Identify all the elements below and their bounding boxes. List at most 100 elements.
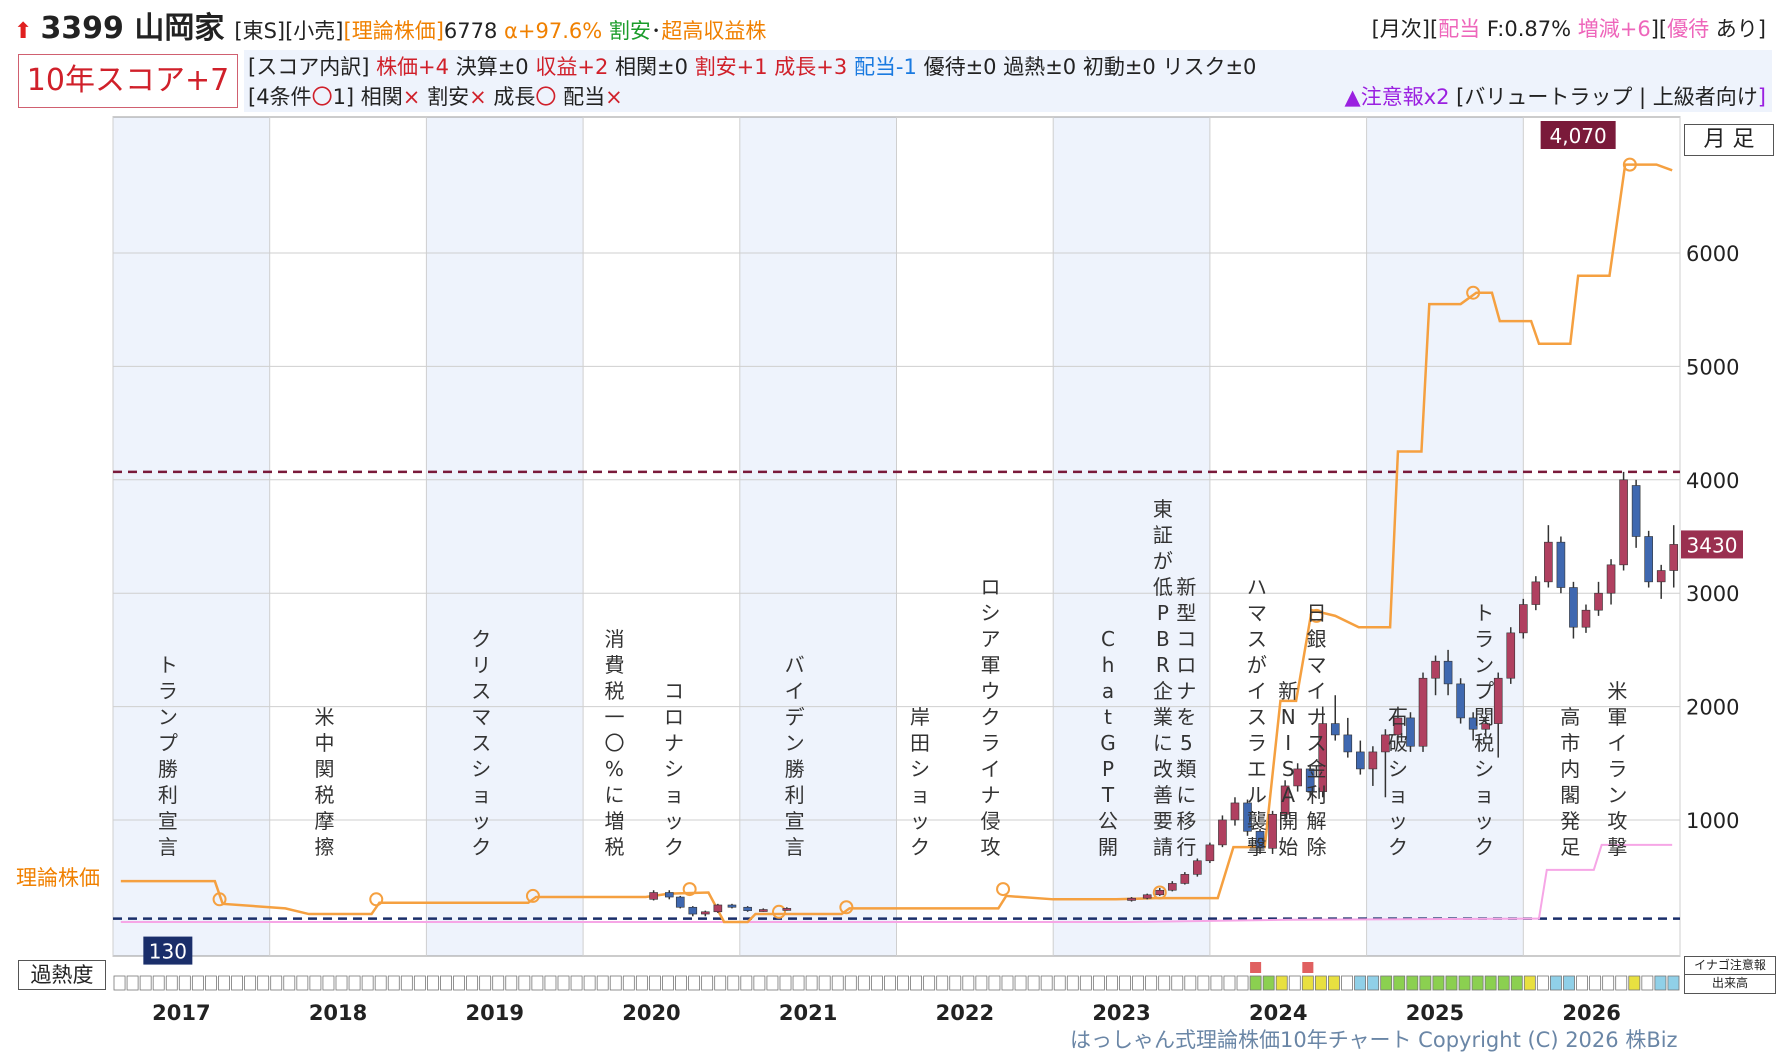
candle-body <box>1481 723 1490 730</box>
candle-body <box>1644 536 1653 583</box>
title-row: ⬆ 3399 山岡家 [東S][小売][理論株価]6778 α+97.6% 割安･超… <box>14 8 1776 50</box>
heat-cell <box>205 975 217 991</box>
heat-cell <box>557 975 570 991</box>
candle <box>1142 893 1152 900</box>
candle-body <box>1218 819 1227 846</box>
theory-marker <box>212 892 227 907</box>
heat-cell <box>1001 975 1014 991</box>
theory-marker <box>771 904 786 919</box>
candle-body <box>1230 802 1240 821</box>
candle <box>1368 746 1378 786</box>
score-breakdown: [スコア内訳] 株価+4 決算±0 収益+2 相関±0 割安+1 成長+3 配当… <box>248 52 1256 82</box>
heat-cell <box>296 975 309 991</box>
candle <box>1330 695 1340 741</box>
monthly-button[interactable]: 月 足 <box>1684 124 1774 156</box>
heat-cell <box>113 975 126 991</box>
candle-body <box>1330 723 1340 736</box>
candle <box>1393 706 1403 741</box>
candle-body <box>1127 897 1136 901</box>
event-text: ハマスがイスラエル襲撃 <box>1247 575 1267 859</box>
y-tick-label: 2000 <box>1686 696 1739 720</box>
theory-value: 6778 <box>443 19 498 43</box>
candle-body <box>1631 485 1641 537</box>
heat-cell <box>1419 975 1432 991</box>
heat-cell <box>191 975 204 991</box>
heat-cell <box>1667 975 1680 991</box>
heat-cell <box>218 975 230 991</box>
candle <box>1581 604 1591 633</box>
theory-label: [理論株価] <box>343 19 444 43</box>
heat-cell <box>805 975 818 991</box>
max-price-badge-text: 4,070 <box>1550 124 1607 148</box>
candle <box>1606 559 1616 605</box>
candle <box>713 903 723 913</box>
candle <box>1481 717 1490 735</box>
y-tick-label: 1000 <box>1686 809 1739 833</box>
candle-body <box>782 908 792 911</box>
year-band <box>739 117 897 956</box>
candle-body <box>1280 785 1290 815</box>
heat-cell <box>1184 975 1197 991</box>
inago-volume-box: イナゴ注意報 出来高 <box>1684 956 1776 994</box>
year-band <box>1053 117 1210 956</box>
heat-cell <box>675 975 687 991</box>
heat-cell <box>1341 975 1353 991</box>
heat-cell <box>779 975 792 991</box>
event-annotation: 米軍イラン攻撃 <box>1607 679 1627 859</box>
heat-cell <box>818 975 831 991</box>
candle <box>1594 581 1603 616</box>
heat-cell <box>1301 975 1314 991</box>
heat-cell <box>792 975 805 991</box>
theory-marker <box>1466 285 1481 300</box>
heat-cell <box>1328 975 1340 991</box>
candle-body <box>1318 723 1328 792</box>
heat-cell <box>400 975 413 991</box>
candle <box>1218 815 1227 848</box>
heat-cell <box>466 975 479 991</box>
heat-cell <box>1615 975 1628 991</box>
heat-cell <box>335 975 348 991</box>
heat-cell <box>1223 975 1236 991</box>
x-tick-label: 2019 <box>466 1001 524 1025</box>
dividend-value: F:0.87% <box>1480 17 1578 41</box>
heat-cell <box>348 975 361 991</box>
heat-cell <box>975 975 988 991</box>
heat-cell <box>870 975 883 991</box>
heat-cell <box>479 975 492 991</box>
heat-cell <box>688 975 701 991</box>
candle-body <box>1167 883 1177 891</box>
heat-cell <box>505 975 518 991</box>
event-annotation: 東証が低 P B R 企業に改善要請 <box>1153 497 1173 859</box>
candle <box>688 906 698 917</box>
heat-cell <box>374 975 387 991</box>
inago-mark <box>1250 962 1262 973</box>
theory-marker <box>839 900 854 915</box>
candle-body <box>1155 889 1165 896</box>
heat-cell <box>1497 975 1510 991</box>
heat-cell <box>1197 975 1210 991</box>
heat-cell <box>1158 975 1171 991</box>
heat-cell <box>1471 975 1484 991</box>
min-price-badge-bg <box>143 936 193 965</box>
heat-cell <box>1262 975 1275 991</box>
candle <box>1544 525 1553 588</box>
heat-cell <box>531 975 544 991</box>
market-tag: [東S][小売] <box>234 19 344 43</box>
condition-segment: 割安 <box>420 85 470 109</box>
heat-cell <box>1380 975 1393 991</box>
candle-body <box>1205 844 1215 862</box>
condition-segment: [4条件 <box>248 85 312 109</box>
score-breakdown-segment: 配当-1 <box>853 55 917 79</box>
heat-cell <box>1236 975 1249 991</box>
candle <box>1343 717 1353 758</box>
x-tick-label: 2024 <box>1249 1001 1307 1025</box>
candle <box>1669 525 1679 588</box>
candle <box>1268 810 1277 854</box>
x-tick-label: 2018 <box>309 1001 367 1025</box>
heat-cell <box>283 975 296 991</box>
candle <box>1519 598 1528 639</box>
heat-cell <box>857 975 870 991</box>
tag-dot: ･ <box>650 19 662 43</box>
heat-cell <box>609 975 622 991</box>
